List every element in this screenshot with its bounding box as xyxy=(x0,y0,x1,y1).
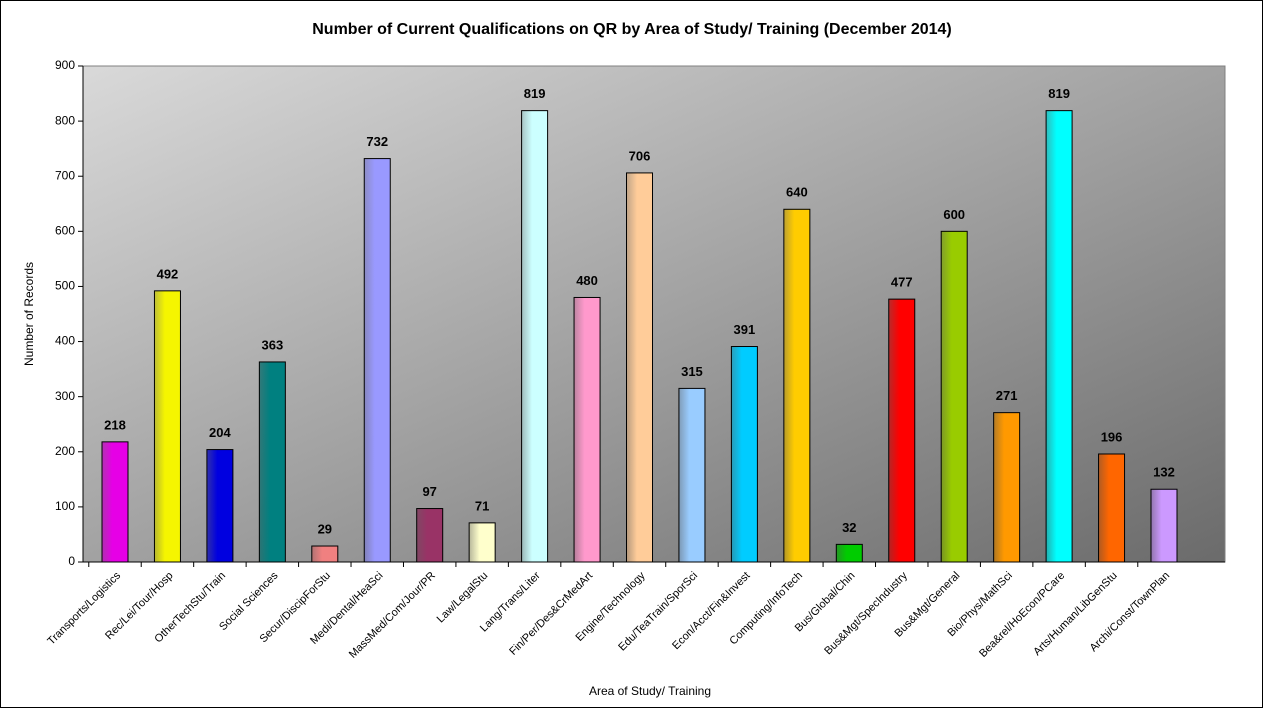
y-tick-label: 800 xyxy=(55,113,75,127)
chart-title: Number of Current Qualifications on QR b… xyxy=(312,21,952,38)
y-tick-label: 100 xyxy=(55,499,75,513)
data-label: 71 xyxy=(475,498,489,513)
y-tick-label: 900 xyxy=(55,58,75,72)
data-label: 706 xyxy=(629,148,651,163)
y-tick-label: 500 xyxy=(55,279,75,293)
bar xyxy=(206,449,234,563)
data-label: 132 xyxy=(1153,465,1175,480)
bar xyxy=(835,543,863,563)
y-axis-label: Number of Records xyxy=(22,262,36,366)
bar xyxy=(311,545,339,563)
bar xyxy=(521,110,549,563)
data-label: 196 xyxy=(1101,429,1123,444)
bar xyxy=(101,441,129,563)
bar xyxy=(468,522,496,563)
bar xyxy=(783,208,811,563)
bar xyxy=(258,361,286,563)
bar xyxy=(678,387,706,563)
data-label: 819 xyxy=(1048,86,1070,101)
data-label: 204 xyxy=(209,425,231,440)
bar xyxy=(1098,453,1126,563)
bar xyxy=(993,412,1021,563)
bar xyxy=(1045,110,1073,563)
y-tick-label: 200 xyxy=(55,444,75,458)
data-label: 218 xyxy=(104,417,126,432)
y-tick-label: 600 xyxy=(55,224,75,238)
data-label: 640 xyxy=(786,185,808,200)
data-label: 29 xyxy=(318,521,332,536)
data-label: 32 xyxy=(842,520,856,535)
bar xyxy=(573,296,601,563)
data-label: 363 xyxy=(261,337,283,352)
bar xyxy=(1150,488,1178,563)
data-label: 315 xyxy=(681,364,703,379)
data-label: 600 xyxy=(943,207,965,222)
bar xyxy=(626,172,653,563)
data-label: 391 xyxy=(734,322,756,337)
data-label: 492 xyxy=(157,266,179,281)
data-label: 480 xyxy=(576,273,598,288)
bar xyxy=(153,290,181,563)
data-label: 732 xyxy=(366,134,388,149)
bar xyxy=(416,508,444,563)
x-axis-label: Area of Study/ Training xyxy=(589,684,711,698)
bar xyxy=(888,298,916,563)
data-label: 477 xyxy=(891,275,913,290)
data-label: 97 xyxy=(422,484,436,499)
y-tick-label: 300 xyxy=(55,389,75,403)
data-label: 819 xyxy=(524,86,546,101)
y-tick-label: 700 xyxy=(55,168,75,182)
bar xyxy=(730,346,758,563)
y-tick-label: 0 xyxy=(68,554,75,568)
bar xyxy=(940,230,968,563)
bar xyxy=(363,158,391,563)
data-label: 271 xyxy=(996,388,1018,403)
y-tick-label: 400 xyxy=(55,334,75,348)
